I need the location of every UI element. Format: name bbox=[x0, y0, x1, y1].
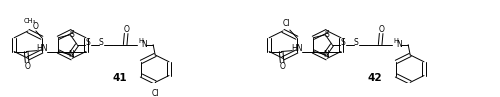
Text: S: S bbox=[324, 30, 329, 39]
Text: N: N bbox=[68, 50, 74, 59]
Text: S: S bbox=[99, 38, 103, 47]
Text: S: S bbox=[341, 38, 345, 47]
Text: Cl: Cl bbox=[152, 89, 159, 97]
Text: 41: 41 bbox=[112, 73, 128, 83]
Text: Cl: Cl bbox=[283, 19, 290, 28]
Text: O: O bbox=[123, 25, 129, 34]
Text: N: N bbox=[142, 40, 147, 49]
Text: N: N bbox=[324, 50, 329, 59]
Text: O: O bbox=[24, 62, 30, 71]
Text: CH₃: CH₃ bbox=[24, 18, 36, 24]
Text: O: O bbox=[378, 25, 384, 34]
Text: H: H bbox=[138, 38, 143, 44]
Text: S: S bbox=[70, 30, 74, 39]
Text: S: S bbox=[354, 38, 358, 47]
Text: 42: 42 bbox=[368, 73, 382, 83]
Text: S: S bbox=[86, 38, 90, 47]
Text: HN: HN bbox=[36, 44, 48, 53]
Text: N: N bbox=[396, 40, 402, 49]
Text: O: O bbox=[33, 22, 39, 31]
Text: H: H bbox=[394, 38, 398, 44]
Text: O: O bbox=[279, 62, 285, 71]
Text: HN: HN bbox=[292, 44, 303, 53]
